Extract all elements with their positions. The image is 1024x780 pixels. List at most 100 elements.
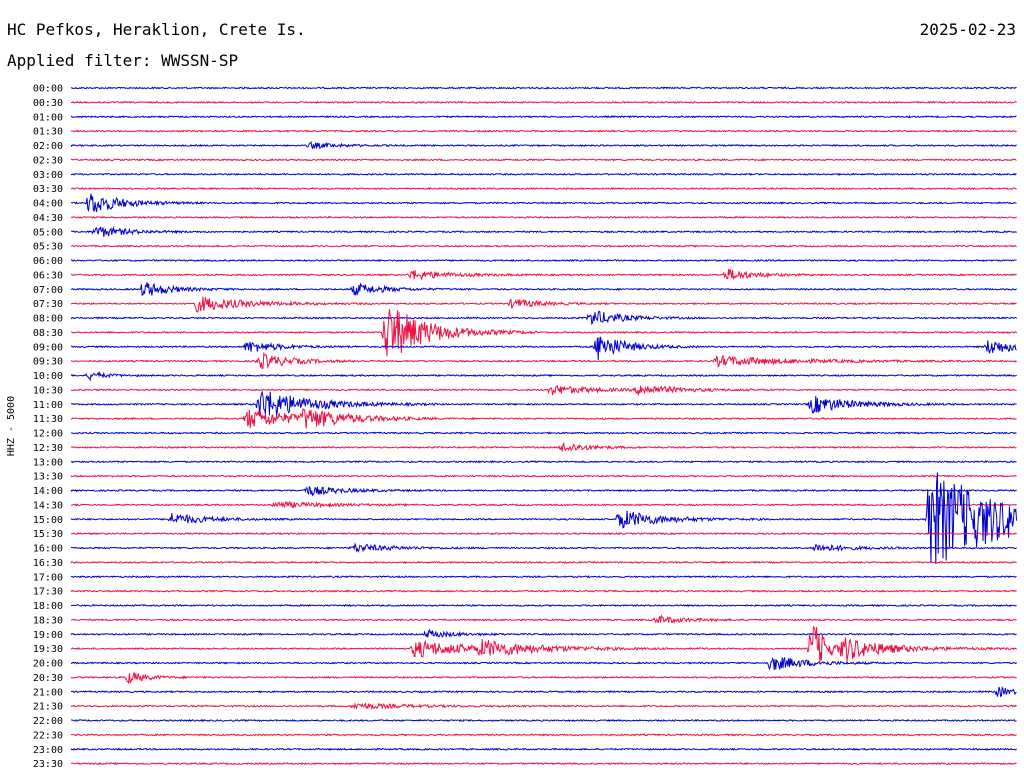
trace-row bbox=[70, 762, 1017, 766]
time-tick-label: 07:30 bbox=[33, 299, 63, 310]
time-tick-label: 14:00 bbox=[33, 486, 63, 497]
time-tick-label: 11:30 bbox=[33, 414, 63, 425]
trace-row bbox=[70, 100, 1017, 105]
trace-row bbox=[70, 472, 1018, 564]
trace-row bbox=[70, 431, 1017, 435]
trace-row bbox=[70, 486, 1017, 497]
trace-row bbox=[70, 589, 1017, 593]
trace-row bbox=[70, 336, 1017, 360]
trace-row bbox=[70, 532, 1017, 536]
applied-filter-label: Applied filter: WWSSN-SP bbox=[7, 51, 239, 70]
trace-row bbox=[70, 225, 1017, 237]
y-axis-label: HHZ - 5000 bbox=[6, 396, 17, 456]
time-tick-label: 17:30 bbox=[33, 587, 63, 598]
time-tick-label: 16:00 bbox=[33, 544, 63, 555]
trace-row bbox=[70, 501, 1017, 509]
trace-row bbox=[70, 613, 1017, 625]
time-tick-label: 13:30 bbox=[33, 472, 63, 483]
station-title: HC Pefkos, Heraklion, Crete Is. bbox=[7, 20, 306, 39]
time-tick-label: 08:00 bbox=[33, 314, 63, 325]
trace-row bbox=[70, 309, 1018, 357]
time-tick-label: 10:30 bbox=[33, 385, 63, 396]
time-tick-label: 02:30 bbox=[33, 155, 63, 166]
trace-row bbox=[70, 407, 1017, 429]
trace-row bbox=[70, 310, 1017, 326]
trace-row bbox=[70, 603, 1017, 608]
time-tick-label: 01:30 bbox=[33, 127, 63, 138]
trace-row bbox=[70, 657, 1018, 671]
time-tick-label: 06:30 bbox=[33, 270, 63, 281]
time-tick-label: 02:00 bbox=[33, 141, 63, 152]
trace-row bbox=[70, 733, 1017, 737]
trace-row bbox=[70, 441, 1017, 452]
time-tick-label: 03:30 bbox=[33, 184, 63, 195]
time-tick-label: 19:00 bbox=[33, 630, 63, 641]
time-tick-label: 05:30 bbox=[33, 242, 63, 253]
trace-row bbox=[70, 542, 1017, 553]
time-tick-label: 18:00 bbox=[33, 601, 63, 612]
time-tick-label: 00:30 bbox=[33, 98, 63, 109]
trace-row bbox=[70, 172, 1017, 176]
time-tick-label: 17:00 bbox=[33, 572, 63, 583]
time-tick-label: 20:30 bbox=[33, 673, 63, 684]
trace-row bbox=[70, 269, 1017, 281]
trace-row bbox=[70, 384, 1017, 396]
time-tick-label: 06:00 bbox=[33, 256, 63, 267]
trace-row bbox=[70, 560, 1017, 564]
trace-row bbox=[70, 215, 1017, 219]
time-tick-label: 01:00 bbox=[33, 112, 63, 123]
time-tick-label: 07:00 bbox=[33, 285, 63, 296]
trace-row bbox=[70, 575, 1017, 579]
time-tick-label: 22:00 bbox=[33, 716, 63, 727]
time-tick-label: 00:00 bbox=[33, 84, 63, 95]
trace-row bbox=[70, 718, 1017, 723]
trace-row bbox=[70, 86, 1017, 90]
trace-row bbox=[70, 296, 1017, 313]
time-tick-label: 20:00 bbox=[33, 659, 63, 670]
time-tick-label: 11:00 bbox=[33, 400, 63, 411]
time-tick-label: 23:30 bbox=[33, 759, 63, 770]
time-tick-label: 15:00 bbox=[33, 515, 63, 526]
trace-row bbox=[70, 625, 1017, 663]
time-tick-label: 10:00 bbox=[33, 371, 63, 382]
trace-row bbox=[70, 193, 1017, 213]
time-tick-label: 21:30 bbox=[33, 702, 63, 713]
trace-row bbox=[70, 371, 1017, 382]
seismogram-traces bbox=[70, 86, 1018, 766]
time-tick-label: 15:30 bbox=[33, 529, 63, 540]
time-tick-label: 08:30 bbox=[33, 328, 63, 339]
trace-row bbox=[70, 460, 1017, 464]
trace-row bbox=[70, 747, 1017, 751]
trace-row bbox=[70, 115, 1017, 119]
time-tick-label: 18:30 bbox=[33, 615, 63, 626]
time-tick-label: 09:00 bbox=[33, 342, 63, 353]
trace-row bbox=[70, 282, 1017, 297]
trace-row bbox=[70, 258, 1017, 263]
trace-row bbox=[70, 140, 1017, 150]
trace-row bbox=[70, 187, 1017, 191]
time-tick-label: 05:00 bbox=[33, 227, 63, 238]
trace-row bbox=[70, 628, 1017, 638]
time-tick-label: 21:00 bbox=[33, 687, 63, 698]
time-tick-label: 19:30 bbox=[33, 644, 63, 655]
trace-row bbox=[70, 686, 1017, 698]
time-tick-label: 12:30 bbox=[33, 443, 63, 454]
time-tick-label: 04:30 bbox=[33, 213, 63, 224]
trace-row bbox=[70, 474, 1017, 478]
record-date: 2025-02-23 bbox=[919, 20, 1016, 39]
trace-row bbox=[70, 390, 1017, 417]
time-tick-label: 03:00 bbox=[33, 170, 63, 181]
trace-row bbox=[70, 244, 1017, 248]
trace-row bbox=[70, 158, 1017, 162]
time-tick-label: 22:30 bbox=[33, 730, 63, 741]
time-tick-label: 12:00 bbox=[33, 429, 63, 440]
trace-row bbox=[70, 671, 1017, 685]
time-tick-label: 16:30 bbox=[33, 558, 63, 569]
time-tick-label: 09:30 bbox=[33, 357, 63, 368]
trace-row bbox=[70, 129, 1017, 133]
time-tick-labels: 00:00 00:30 01:00 01:30 02:00 02:30 03:00 03:30… bbox=[33, 84, 63, 771]
time-tick-label: 04:00 bbox=[33, 199, 63, 210]
trace-row bbox=[70, 351, 1017, 370]
time-tick-label: 14:30 bbox=[33, 500, 63, 511]
